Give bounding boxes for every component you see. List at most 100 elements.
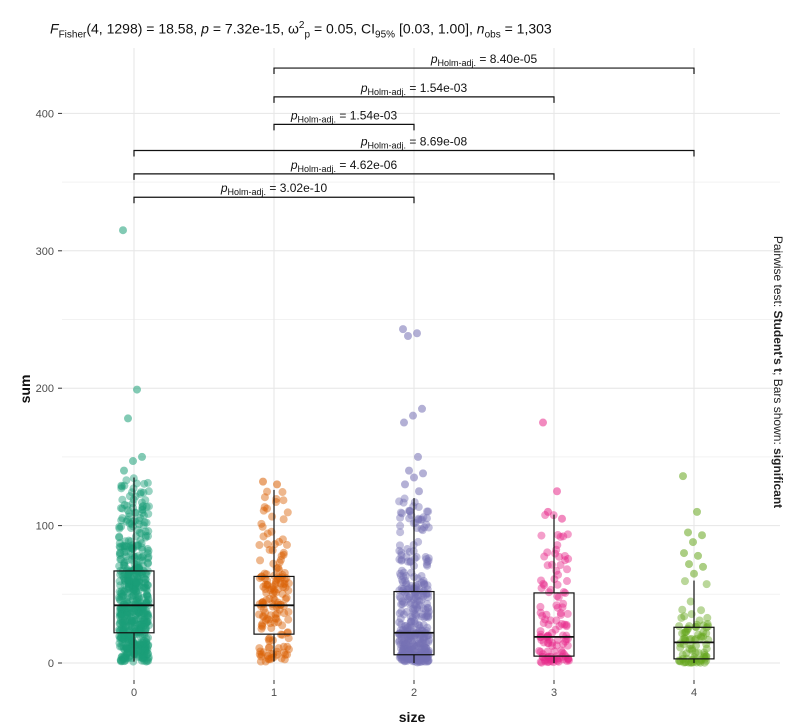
data-point bbox=[142, 598, 151, 607]
data-point bbox=[141, 638, 150, 647]
data-point bbox=[119, 561, 128, 570]
outlier-point bbox=[694, 551, 702, 560]
data-point bbox=[134, 602, 143, 611]
data-point bbox=[560, 551, 569, 560]
data-point bbox=[140, 656, 149, 665]
data-point bbox=[125, 580, 134, 589]
comparison-bracket bbox=[133, 173, 555, 180]
data-point bbox=[135, 598, 144, 607]
data-point bbox=[115, 625, 124, 634]
data-point bbox=[123, 632, 132, 641]
outlier-point bbox=[124, 414, 132, 423]
data-point bbox=[139, 616, 148, 625]
data-point bbox=[418, 526, 427, 535]
data-point bbox=[259, 532, 268, 541]
data-point bbox=[131, 606, 140, 615]
data-point bbox=[144, 487, 153, 496]
data-point bbox=[261, 585, 270, 594]
data-point bbox=[412, 612, 421, 621]
data-point bbox=[123, 506, 132, 515]
data-point bbox=[138, 602, 147, 611]
data-point bbox=[123, 617, 132, 626]
data-point bbox=[126, 537, 135, 546]
data-point bbox=[558, 652, 567, 661]
data-point bbox=[536, 627, 545, 636]
data-point bbox=[423, 649, 432, 658]
data-point bbox=[127, 580, 136, 589]
data-point bbox=[123, 613, 132, 622]
data-point bbox=[127, 580, 136, 589]
data-point bbox=[400, 588, 409, 597]
data-point bbox=[117, 605, 126, 614]
data-point bbox=[135, 625, 144, 634]
data-point bbox=[132, 541, 141, 550]
data-point bbox=[138, 508, 147, 517]
data-point bbox=[140, 620, 149, 629]
data-point bbox=[551, 549, 560, 558]
data-point bbox=[263, 504, 272, 513]
data-point bbox=[138, 503, 147, 512]
data-point bbox=[132, 578, 141, 587]
data-point bbox=[132, 650, 141, 659]
data-point bbox=[415, 597, 424, 606]
data-point bbox=[139, 636, 148, 645]
data-point bbox=[284, 579, 293, 588]
data-point bbox=[399, 644, 408, 653]
data-point bbox=[424, 523, 433, 532]
data-point bbox=[271, 614, 280, 623]
data-point bbox=[704, 622, 713, 631]
y-axis-label: sum bbox=[17, 375, 33, 404]
data-point bbox=[410, 588, 419, 597]
data-point bbox=[410, 641, 419, 650]
data-point bbox=[687, 644, 696, 653]
data-point bbox=[131, 587, 140, 596]
data-point bbox=[412, 600, 421, 609]
data-point bbox=[135, 651, 144, 660]
data-point bbox=[538, 653, 547, 662]
data-point bbox=[406, 636, 415, 645]
data-point bbox=[143, 645, 152, 654]
outlier-point bbox=[693, 507, 701, 516]
data-point bbox=[414, 502, 423, 511]
data-point bbox=[132, 479, 141, 488]
data-point bbox=[685, 644, 694, 653]
data-point bbox=[415, 601, 424, 610]
data-point bbox=[133, 590, 142, 599]
data-point bbox=[266, 585, 275, 594]
comparison-bracket bbox=[133, 149, 695, 157]
data-point bbox=[271, 580, 280, 589]
data-point bbox=[402, 579, 411, 588]
data-point bbox=[135, 576, 144, 585]
data-point bbox=[403, 545, 412, 554]
data-point bbox=[395, 541, 404, 550]
outlier-point bbox=[698, 531, 706, 540]
data-point bbox=[699, 628, 708, 637]
data-point bbox=[417, 591, 426, 600]
data-point bbox=[563, 565, 572, 574]
data-point bbox=[122, 622, 131, 631]
data-point bbox=[675, 622, 684, 631]
data-point bbox=[133, 525, 142, 534]
data-point bbox=[144, 559, 153, 568]
data-point bbox=[126, 579, 135, 588]
data-point bbox=[119, 635, 128, 644]
data-point bbox=[415, 656, 424, 665]
data-point bbox=[559, 655, 568, 664]
data-point bbox=[137, 488, 146, 497]
data-point bbox=[260, 493, 269, 502]
data-point bbox=[264, 655, 273, 664]
data-point bbox=[420, 613, 429, 622]
data-point bbox=[120, 657, 129, 666]
data-point bbox=[115, 639, 124, 648]
data-point bbox=[401, 644, 410, 653]
data-point bbox=[409, 606, 418, 615]
data-point bbox=[119, 644, 128, 653]
data-point bbox=[681, 658, 690, 667]
data-point bbox=[420, 651, 429, 660]
data-point bbox=[399, 642, 408, 651]
data-point bbox=[703, 613, 712, 622]
data-point bbox=[420, 633, 429, 642]
data-point bbox=[543, 639, 552, 648]
data-point bbox=[410, 617, 419, 626]
data-point bbox=[423, 599, 432, 608]
